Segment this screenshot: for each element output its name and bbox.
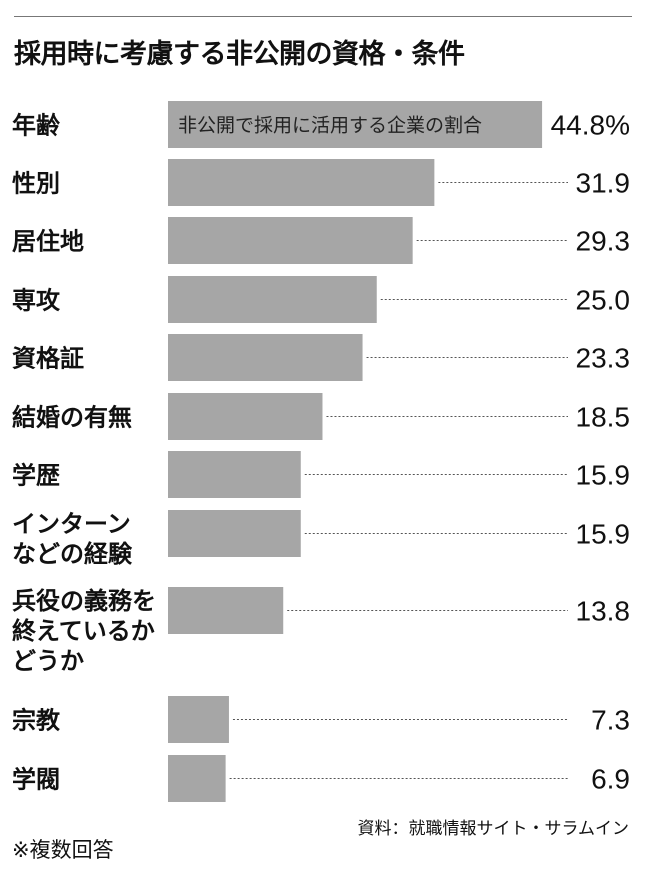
source-text: 資料：就職情報サイト・サラムイン: [357, 819, 630, 839]
bar-10: [168, 755, 226, 802]
value-label-2: 29.3: [576, 226, 631, 257]
value-label-5: 18.5: [576, 402, 631, 433]
category-label-8-0: 兵役の義務を: [12, 587, 156, 615]
value-label-7: 15.9: [576, 519, 631, 550]
category-label-2-0: 居住地: [12, 228, 84, 256]
bar-3: [168, 276, 377, 323]
value-label-6: 15.9: [576, 460, 631, 491]
category-label-4-0: 資格証: [12, 345, 84, 373]
category-label-6-0: 学歴: [12, 462, 60, 490]
value-label-0: 44.8%: [551, 110, 630, 141]
bar-4: [168, 334, 363, 381]
bar-9: [168, 696, 229, 743]
value-label-3: 25.0: [576, 285, 631, 316]
category-label-9-0: 宗教: [12, 707, 61, 735]
top-rule: [14, 16, 632, 17]
bar-1: [168, 159, 435, 206]
bar-0: [168, 101, 543, 148]
value-label-10: 6.9: [591, 764, 630, 795]
bar-8: [168, 587, 284, 634]
note-text: ※複数回答: [12, 838, 114, 862]
category-label-8-2: どうか: [12, 647, 84, 675]
category-label-7-0: インターン: [12, 510, 131, 538]
category-label-8-1: 終えているか: [12, 617, 155, 645]
value-label-1: 31.9: [576, 168, 631, 199]
bar-7: [168, 510, 301, 557]
value-label-9: 7.3: [591, 705, 630, 736]
category-label-5-0: 結婚の有無: [12, 404, 132, 432]
series-label: 非公開で採用に活用する企業の割合: [178, 115, 482, 137]
bar-2: [168, 217, 413, 264]
category-label-0-0: 年齢: [12, 112, 61, 140]
bar-5: [168, 393, 323, 440]
bar-6: [168, 451, 301, 498]
category-label-3-0: 専攻: [12, 287, 61, 315]
category-label-1-0: 性別: [12, 170, 60, 198]
category-label-7-1: などの経験: [12, 540, 133, 568]
value-label-4: 23.3: [576, 343, 631, 374]
category-label-10-0: 学閥: [12, 766, 60, 794]
chart-title: 採用時に考慮する非公開の資格・条件: [14, 39, 465, 70]
value-label-8: 13.8: [576, 596, 631, 627]
